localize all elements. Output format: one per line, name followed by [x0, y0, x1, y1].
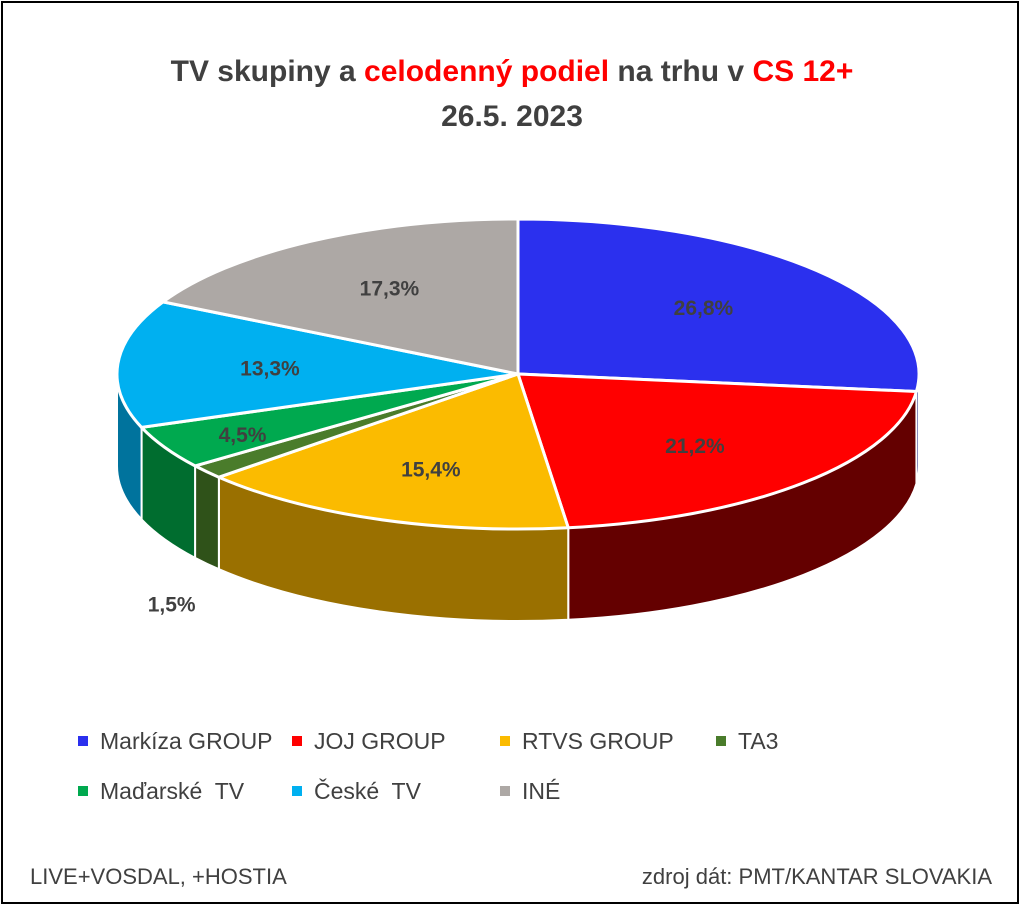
legend-item-ma-arsk-tv: Maďarské TV	[78, 778, 244, 805]
legend-swatch-rtvs-group	[500, 735, 510, 746]
legend-label-in-: INÉ	[522, 778, 561, 804]
data-label-joj-group: 21,2%	[665, 435, 725, 458]
data-label-mark-za-group: 26,8%	[674, 297, 734, 320]
data-label--esk-tv: 13,3%	[240, 357, 300, 380]
legend-item-in-: INÉ	[500, 778, 560, 805]
data-label-rtvs-group: 15,4%	[401, 459, 461, 482]
pie-slice--esk-tv	[115, 300, 520, 429]
legend-swatch-in-	[500, 785, 510, 796]
pie-side-walls	[116, 373, 920, 623]
legend-swatch-joj-group	[292, 735, 302, 746]
pie-side-ta3	[194, 464, 220, 571]
legend-label-joj-group: JOJ GROUP	[314, 728, 446, 754]
title-part-3: na trhu v	[609, 55, 753, 88]
title-part-2: celodenný podiel	[364, 55, 610, 88]
legend-label--esk-tv: České TV	[314, 778, 421, 804]
footer-left: LIVE+VOSDAL, +HOSTIA	[30, 864, 287, 889]
legend-item-joj-group: JOJ GROUP	[292, 728, 446, 755]
legend-item-mark-za-group: Markíza GROUP	[78, 728, 273, 755]
footer-right: zdroj dát: PMT/KANTAR SLOVAKIA	[641, 864, 992, 889]
legend-label-rtvs-group: RTVS GROUP	[522, 728, 674, 754]
pie-data-labels: 26,8% 21,2% 15,4% 1,5% 4,5% 13,3% 17,3%	[148, 278, 734, 617]
data-label-ma-arsk-tv: 4,5%	[219, 424, 267, 447]
pie-slices	[115, 217, 921, 531]
legend-swatch-mark-za-group	[78, 735, 88, 746]
title-part-1: TV skupiny a	[170, 55, 365, 88]
legend-item-ta3: TA3	[716, 728, 778, 755]
legend-label-ta3: TA3	[738, 728, 779, 754]
pie-slice-joj-group	[516, 372, 918, 530]
pie-slice-rtvs-group	[217, 372, 570, 531]
chart-subtitle: 26.5. 2023	[441, 100, 583, 133]
legend-swatch-ma-arsk-tv	[78, 785, 88, 796]
pie-slice-in-	[161, 217, 520, 376]
data-label-in-: 17,3%	[360, 278, 420, 301]
title-part-4: CS 12+	[752, 55, 854, 88]
chart-title: TV skupiny a celodenný podiel na trhu v …	[0, 55, 1024, 89]
legend-swatch-ta3	[716, 735, 726, 746]
legend-item-rtvs-group: RTVS GROUP	[500, 728, 674, 755]
data-label-ta3: 1,5%	[148, 594, 196, 617]
legend-label-ma-arsk-tv: Maďarské TV	[100, 778, 245, 804]
pie-slice-mark-za-group	[516, 217, 921, 393]
legend-swatch--esk-tv	[292, 785, 302, 796]
legend-item--esk-tv: České TV	[292, 778, 421, 805]
legend-label-mark-za-group: Markíza GROUP	[100, 728, 273, 754]
